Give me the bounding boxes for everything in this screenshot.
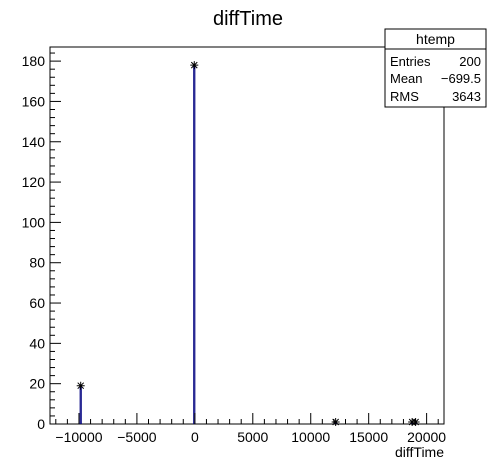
stats-entries-label: Entries [390, 54, 431, 69]
stats-rms-value: 3643 [452, 89, 481, 104]
histogram-bars [79, 64, 417, 424]
x-tick-label: 20000 [407, 429, 446, 445]
y-tick-label: 180 [22, 53, 46, 69]
x-tick-label: 15000 [349, 429, 388, 445]
stats-box: htemp Entries 200 Mean −699.5 RMS 3643 [384, 28, 487, 108]
y-tick-label: 0 [37, 416, 45, 432]
histogram-bar [193, 64, 196, 424]
y-tick-label: 100 [22, 214, 46, 230]
x-axis: −10000 −5000 0 5000 10000 15000 20000 [55, 413, 446, 445]
y-tick-label: 140 [22, 134, 46, 150]
y-axis: 0 20 40 60 80 100 120 140 160 180 [22, 52, 61, 432]
y-tick-label: 40 [29, 335, 45, 351]
y-tick-label: 20 [29, 376, 45, 392]
x-axis-label: diffTime [395, 444, 444, 460]
chart-title: diffTime [213, 8, 283, 30]
x-tick-label: −5000 [117, 429, 157, 445]
stats-box-frame [384, 28, 487, 108]
x-tick-label: 10000 [291, 429, 330, 445]
data-point-marker [331, 417, 340, 426]
stats-mean-value: −699.5 [441, 71, 481, 86]
plot-frame [49, 46, 445, 425]
stats-rms-label: RMS [390, 89, 419, 104]
x-tick-label: 5000 [237, 429, 268, 445]
data-point-marker [190, 61, 199, 70]
x-tick-label: −10000 [55, 429, 102, 445]
stats-entries-value: 200 [459, 54, 481, 69]
y-tick-label: 60 [29, 295, 45, 311]
stats-box-title: htemp [416, 31, 455, 47]
histogram-markers [76, 61, 420, 426]
stats-mean-label: Mean [390, 71, 423, 86]
data-point-marker [76, 381, 85, 390]
x-tick-label: 0 [191, 429, 199, 445]
data-point-marker [411, 417, 420, 426]
histogram-bar [79, 385, 82, 424]
y-tick-label: 160 [22, 93, 46, 109]
y-tick-label: 80 [29, 255, 45, 271]
y-tick-label: 120 [22, 174, 46, 190]
